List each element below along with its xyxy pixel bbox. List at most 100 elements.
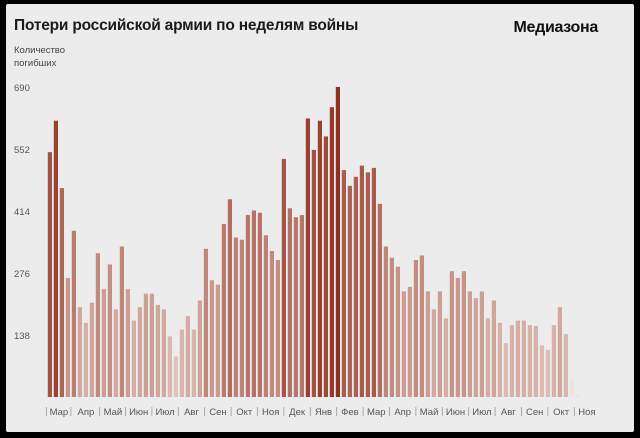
bar	[557, 307, 562, 397]
bar	[53, 120, 58, 397]
bar	[539, 345, 544, 397]
x-tick-label: Мар	[50, 407, 69, 418]
bar	[323, 136, 328, 398]
bar	[215, 284, 220, 397]
x-tick-label: Окт	[553, 407, 570, 418]
x-tick-label: Май	[420, 407, 439, 418]
bar	[467, 291, 472, 397]
x-tick-label: Янв	[315, 407, 332, 418]
bar	[461, 271, 466, 397]
x-tick-label: Ноя	[262, 407, 279, 418]
bar	[203, 248, 208, 397]
bar-chart: 138 276 414 552 690 Мар Апр Май Июн Июл Авг Сен Окт Н…	[14, 83, 596, 418]
bar	[71, 230, 76, 397]
bar	[377, 203, 382, 397]
x-tick-label: Авг	[184, 407, 199, 418]
bar	[221, 224, 226, 397]
bar	[497, 322, 502, 397]
bar	[401, 291, 406, 397]
bar	[305, 118, 310, 397]
bar	[341, 170, 346, 397]
bar	[503, 343, 508, 397]
bar	[137, 307, 142, 397]
bar	[125, 289, 130, 397]
bar	[269, 250, 274, 397]
bar	[569, 379, 574, 397]
y-tick-label: 552	[14, 145, 30, 156]
bar	[173, 356, 178, 397]
bar	[347, 185, 352, 397]
bar	[353, 176, 358, 397]
bar	[281, 158, 286, 397]
bar	[263, 235, 268, 397]
bar	[527, 325, 532, 397]
x-tick-label: Май	[104, 407, 123, 418]
bar	[455, 277, 460, 397]
x-tick-label: Мар	[367, 407, 386, 418]
bar	[437, 291, 442, 397]
bar	[257, 212, 262, 397]
bar	[251, 210, 256, 397]
bar	[473, 298, 478, 397]
x-tick-label: Апр	[394, 407, 411, 418]
bar	[197, 300, 202, 397]
bar	[209, 280, 214, 397]
bar	[233, 237, 238, 397]
chart-card: Потери российской армии по неделям войны…	[6, 4, 634, 432]
bar	[65, 277, 70, 397]
y-axis-label-line-2: погибших	[14, 58, 57, 69]
bar	[533, 326, 538, 397]
bar	[287, 208, 292, 397]
y-tick-label: 414	[14, 207, 30, 218]
x-tick-label: Июн	[446, 407, 465, 418]
bar	[155, 304, 160, 397]
bar	[299, 215, 304, 397]
bar	[515, 320, 520, 397]
bar	[563, 334, 568, 397]
brand-logo: Медиазона	[513, 19, 598, 36]
y-tick-label: 276	[14, 269, 30, 280]
bar	[389, 257, 394, 397]
x-tick-label: Авг	[501, 407, 516, 418]
bar	[143, 293, 148, 397]
bar	[101, 289, 106, 397]
y-tick-label: 138	[14, 331, 30, 342]
bar	[365, 172, 370, 397]
x-tick-label: Ноя	[578, 407, 595, 418]
bar	[227, 199, 232, 397]
bar	[521, 320, 526, 397]
bar	[431, 309, 436, 397]
bar	[131, 320, 136, 397]
bar	[491, 300, 496, 397]
x-tick-label: Окт	[236, 407, 253, 418]
x-tick-label: Сен	[526, 407, 543, 418]
bar	[239, 239, 244, 397]
y-axis-label-line-1: Количество	[14, 45, 66, 56]
bar	[149, 293, 154, 397]
x-tick-label: Июл	[155, 407, 174, 418]
bar	[419, 255, 424, 397]
bar	[59, 188, 64, 397]
bar	[179, 329, 184, 397]
bar	[185, 316, 190, 397]
bar	[383, 246, 388, 397]
bar	[395, 266, 400, 397]
y-axis-label: Количество погибших	[14, 44, 94, 70]
bar	[443, 318, 448, 397]
bar	[107, 264, 112, 397]
bar	[371, 167, 376, 397]
chart-title: Потери российской армии по неделям войны	[14, 17, 359, 34]
bar	[161, 309, 166, 397]
x-tick-label: Апр	[78, 407, 95, 418]
bar	[485, 318, 490, 397]
bar	[575, 394, 580, 397]
x-tick-label: Дек	[289, 407, 306, 418]
bar	[317, 120, 322, 397]
x-tick-label: Сен	[209, 407, 226, 418]
bar	[545, 349, 550, 397]
bar	[275, 259, 280, 397]
bar	[191, 329, 196, 397]
y-tick-label: 690	[14, 83, 30, 94]
x-tick-label: Фев	[341, 407, 359, 418]
bar	[95, 253, 100, 397]
